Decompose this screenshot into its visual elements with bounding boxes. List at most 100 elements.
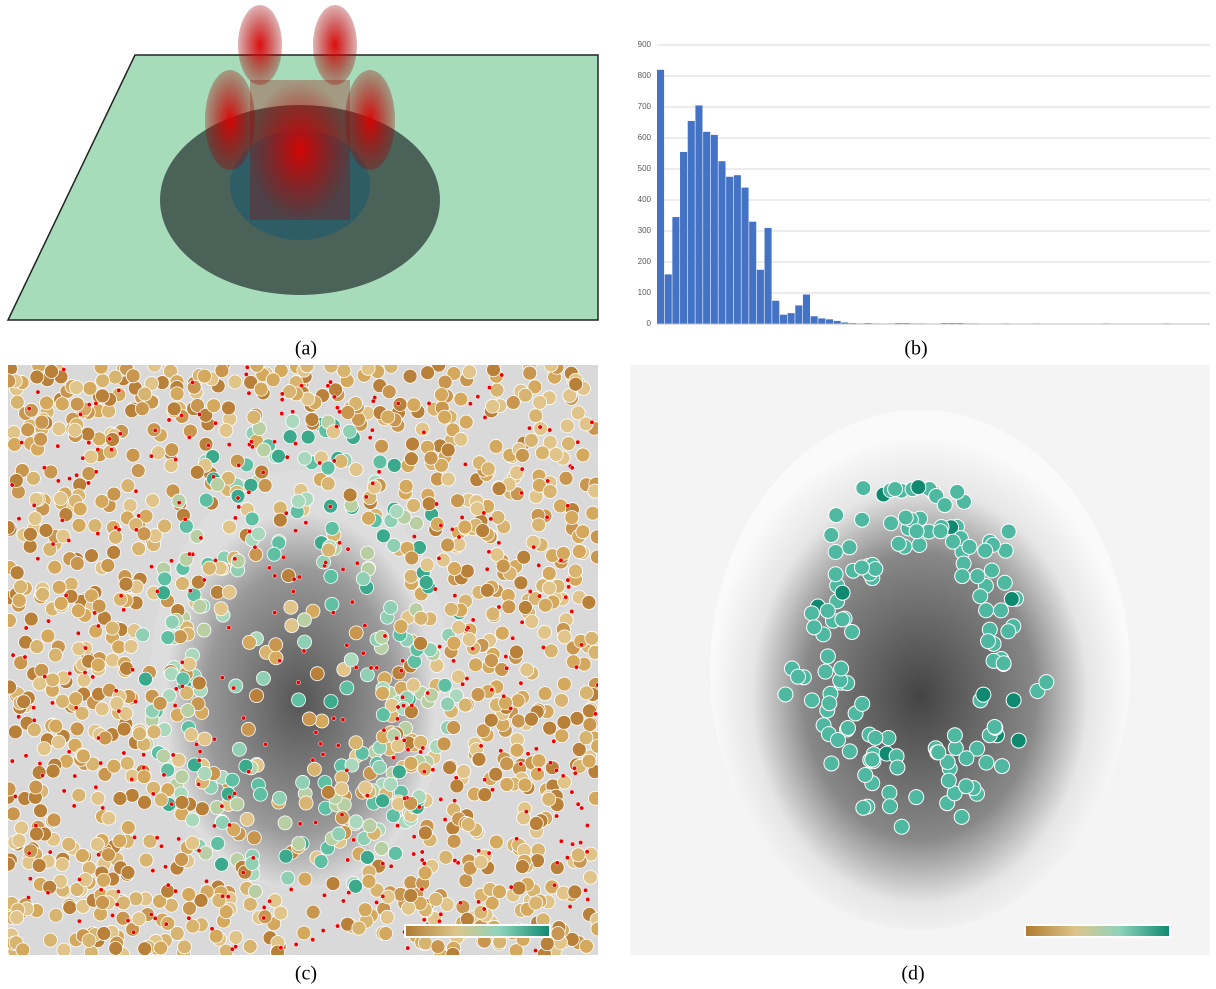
red-dot: [141, 753, 145, 757]
dot: [314, 854, 328, 868]
dot: [215, 857, 229, 871]
dot: [834, 661, 849, 676]
dot: [399, 479, 413, 493]
dot: [48, 560, 62, 574]
dot: [387, 458, 401, 472]
dot: [441, 443, 455, 457]
bar: [672, 217, 679, 324]
dot: [962, 539, 977, 554]
dot: [463, 365, 477, 379]
red-dot: [335, 924, 339, 928]
red-dot: [502, 694, 506, 698]
dot: [883, 799, 898, 814]
dot: [27, 723, 41, 737]
dot: [414, 636, 428, 650]
red-dot: [565, 855, 569, 859]
red-dot: [42, 465, 46, 469]
red-dot: [460, 515, 464, 519]
dot: [32, 766, 46, 780]
dot: [95, 389, 109, 403]
dot: [16, 943, 30, 957]
red-dot: [117, 709, 121, 713]
red-dot: [227, 442, 231, 446]
dot: [441, 538, 455, 552]
red-dot: [155, 836, 159, 840]
dot: [250, 358, 264, 372]
red-dot: [487, 550, 491, 554]
dot: [170, 387, 184, 401]
dot: [170, 926, 184, 940]
dot: [245, 512, 259, 526]
red-dot: [117, 388, 121, 392]
dot: [228, 375, 242, 389]
red-dot: [198, 749, 202, 753]
red-dot: [62, 789, 66, 793]
dot: [126, 448, 140, 462]
red-dot: [583, 888, 587, 892]
dot: [933, 524, 948, 539]
red-dot: [277, 659, 281, 663]
dot: [219, 423, 233, 437]
dot: [590, 530, 604, 544]
red-dot: [433, 587, 437, 591]
red-dot: [280, 411, 284, 415]
red-dot: [545, 515, 549, 519]
dot: [242, 635, 256, 649]
red-dot: [122, 608, 126, 612]
dot: [452, 620, 466, 634]
dot: [324, 695, 338, 709]
dot: [820, 603, 835, 618]
dot: [458, 698, 472, 712]
red-dot: [299, 384, 303, 388]
red-dot: [497, 605, 501, 609]
dot: [243, 939, 257, 953]
red-dot: [570, 790, 574, 794]
dot: [517, 550, 531, 564]
red-dot: [337, 410, 341, 414]
red-dot: [311, 758, 315, 762]
dot: [571, 848, 585, 862]
dot: [54, 596, 68, 610]
dot: [102, 811, 116, 825]
dot: [959, 779, 974, 794]
dot: [390, 504, 404, 518]
red-dot: [552, 883, 556, 887]
red-dot: [418, 750, 422, 754]
dot: [840, 720, 855, 735]
bar: [757, 270, 764, 324]
red-dot: [322, 893, 326, 897]
dot: [538, 598, 552, 612]
dot: [514, 576, 528, 590]
dot: [147, 358, 161, 372]
red-dot: [381, 861, 385, 865]
dot: [486, 363, 500, 377]
red-dot: [56, 479, 60, 483]
red-dot: [67, 476, 71, 480]
dot: [69, 692, 83, 706]
red-dot: [134, 489, 138, 493]
red-dot: [27, 406, 31, 410]
red-dot: [109, 447, 113, 451]
red-dot: [511, 636, 515, 640]
red-dot: [96, 531, 100, 535]
dot: [360, 850, 374, 864]
red-dot: [177, 500, 181, 504]
dot: [856, 481, 871, 496]
red-dot: [468, 402, 472, 406]
red-dot: [564, 595, 568, 599]
dot: [112, 640, 126, 654]
red-dot: [131, 930, 135, 934]
dot: [520, 663, 534, 677]
dot: [1011, 733, 1026, 748]
red-dot: [17, 517, 21, 521]
dot: [49, 719, 63, 733]
y-tick-label: 700: [638, 102, 652, 111]
dot: [358, 781, 372, 795]
red-dot: [422, 769, 426, 773]
dot: [284, 600, 298, 614]
dot: [586, 506, 600, 520]
dot: [362, 874, 376, 888]
dot: [540, 937, 554, 951]
red-dot: [439, 797, 443, 801]
bar: [788, 313, 795, 324]
